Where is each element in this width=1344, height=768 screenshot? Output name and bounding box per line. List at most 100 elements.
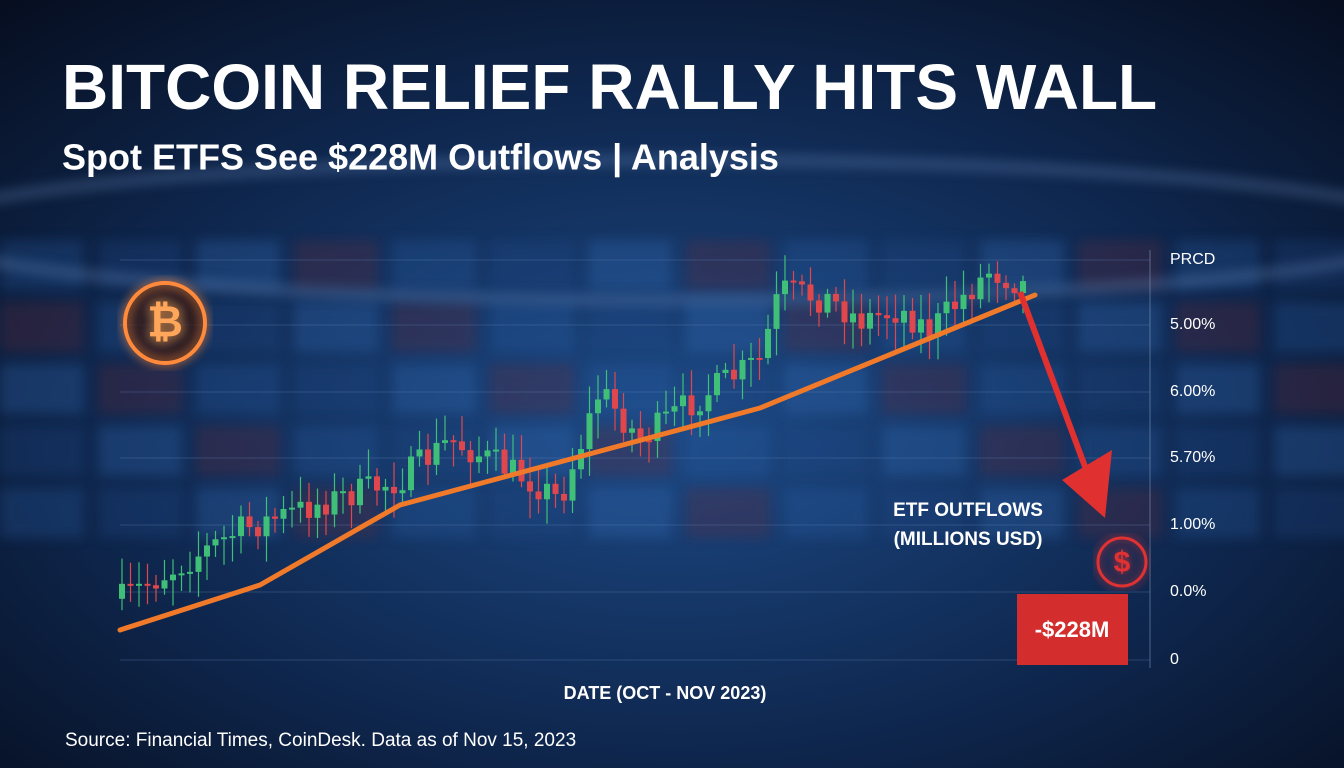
- candle-body: [357, 478, 363, 506]
- candle-body: [1003, 282, 1009, 289]
- candle-body: [850, 313, 856, 323]
- candle-body: [399, 490, 406, 494]
- candle-body: [884, 315, 890, 319]
- screen-panel: [1274, 364, 1344, 414]
- outflow-box: [1017, 594, 1128, 665]
- candle-body: [620, 408, 627, 433]
- candle-body: [807, 284, 814, 301]
- candle-body: [654, 412, 661, 441]
- candle-body: [986, 273, 992, 278]
- candle-body: [484, 450, 491, 457]
- candle-body: [765, 328, 771, 358]
- candle-body: [195, 556, 202, 572]
- axis-label: 5.00%: [1170, 316, 1215, 333]
- candle-body: [595, 399, 601, 414]
- candle-body: [510, 459, 516, 474]
- drop-arrow: [1017, 290, 1112, 518]
- candle-body: [204, 545, 210, 557]
- candle-body: [416, 449, 423, 457]
- candle-body: [272, 516, 278, 519]
- screen-panel: [1176, 426, 1260, 476]
- candles: [119, 255, 1026, 611]
- candle-body: [544, 483, 550, 500]
- candle-body: [1020, 281, 1026, 294]
- candle-body: [969, 294, 975, 300]
- screen-panel: [1078, 302, 1162, 352]
- screen-panel: [0, 364, 84, 414]
- screen-panel: [588, 302, 672, 352]
- outflow-value: -$228M: [1035, 617, 1110, 642]
- candle-body: [918, 319, 924, 333]
- candle-body: [663, 411, 669, 414]
- screen-panel: [784, 364, 868, 414]
- candle-body: [136, 583, 142, 586]
- candle-body: [586, 413, 593, 450]
- screen-panel: [588, 240, 672, 290]
- screen-panel: [1274, 488, 1344, 538]
- axis-label: 5.70%: [1170, 449, 1215, 466]
- screen-panel: [1274, 426, 1344, 476]
- screen-panel: [980, 302, 1064, 352]
- candle-body: [952, 301, 958, 310]
- candle-body: [365, 476, 372, 479]
- dollar-circle: [1096, 536, 1148, 588]
- candle-body: [442, 440, 448, 443]
- candle-body: [187, 571, 193, 574]
- screen-panel: [882, 426, 966, 476]
- candle-body: [221, 537, 227, 540]
- candle-body: [144, 583, 151, 586]
- screen-panel: [784, 240, 868, 290]
- screen-panel: [882, 240, 966, 290]
- candle-body: [901, 310, 907, 323]
- candle-body: [994, 273, 1001, 283]
- dollar-icon: $: [1096, 536, 1148, 588]
- candle-body: [527, 481, 533, 492]
- candle-body: [824, 293, 831, 313]
- candle-body: [612, 389, 618, 409]
- candle-body: [229, 536, 236, 539]
- screen-panel: [294, 302, 378, 352]
- trend-line: [117, 292, 1038, 633]
- candle-body: [501, 449, 508, 474]
- candle-body: [739, 359, 746, 380]
- axis-label: 6.00%: [1170, 383, 1215, 400]
- candle-body: [841, 301, 848, 323]
- candle-body: [705, 395, 712, 412]
- candle-body: [408, 456, 414, 491]
- screen-panel: [686, 240, 770, 290]
- candle-body: [306, 501, 312, 518]
- screen-panel: [196, 364, 280, 414]
- bitcoin-icon: ₿: [123, 281, 207, 365]
- candle-body: [637, 428, 644, 441]
- candle-body: [323, 504, 329, 515]
- candle-body: [340, 491, 346, 494]
- candle-body: [459, 441, 465, 451]
- screen-panel: [98, 488, 182, 538]
- candle-body: [722, 369, 729, 373]
- screen-panel: [1274, 302, 1344, 352]
- candle-body: [646, 440, 652, 443]
- annotation-line: (MILLIONS USD): [894, 529, 1043, 550]
- screen-panel: [882, 488, 966, 538]
- dollar-symbol: $: [1114, 546, 1131, 579]
- candle-body: [552, 483, 559, 494]
- screen-panel: [490, 488, 574, 538]
- axis-label: 1.00%: [1170, 516, 1215, 533]
- candle-body: [153, 585, 159, 589]
- screen-panel: [686, 302, 770, 352]
- screen-panel: [784, 488, 868, 538]
- title: BITCOIN RELIEF RALLY HITS WALL: [62, 51, 1157, 123]
- candle-body: [348, 491, 355, 506]
- screen-panel: [1078, 364, 1162, 414]
- candle-body: [960, 294, 967, 310]
- arrow-head: [1062, 450, 1112, 518]
- candle-body: [773, 294, 780, 329]
- screen-panel: [980, 426, 1064, 476]
- candle-body: [790, 280, 797, 283]
- screen-panel: [392, 240, 476, 290]
- candle-body: [238, 516, 244, 537]
- candle-body: [391, 486, 397, 494]
- screen-panel: [882, 364, 966, 414]
